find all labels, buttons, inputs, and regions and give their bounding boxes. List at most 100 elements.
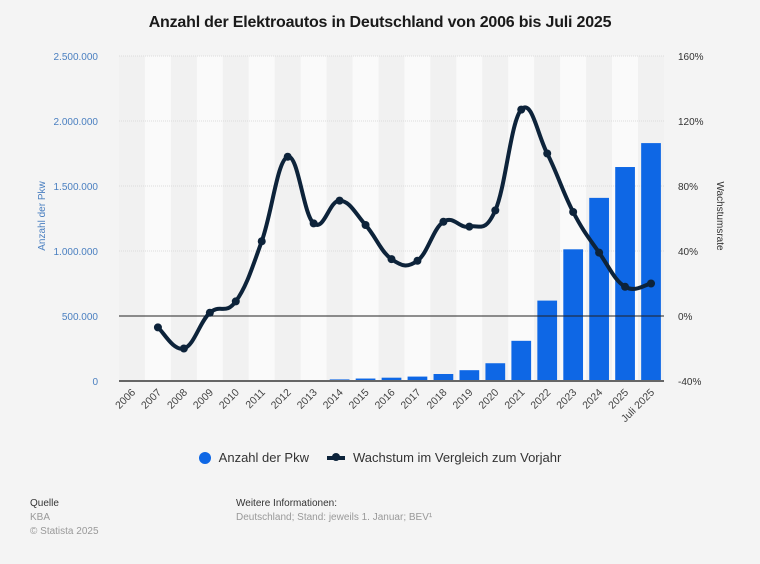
x-tick-label: 2014: [321, 387, 346, 412]
legend-label: Wachstum im Vergleich zum Vorjahr: [353, 450, 562, 465]
chart-svg: 2006 2007 2008 2009 2010 2011 2012 2013 2014 2015…: [37, 52, 725, 425]
y-tick-labels: 0 500.000 1.000.000 1.500.000 2.000.000 2.500…: [54, 52, 99, 388]
y2-tick-label: 120%: [678, 117, 704, 128]
growth-point[interactable]: [283, 152, 292, 161]
legend-item-line[interactable]: Wachstum im Vergleich zum Vorjahr: [327, 450, 561, 465]
x-tick-label: 2019: [450, 387, 475, 412]
y-tick-label: 1.000.000: [54, 247, 99, 258]
y-tick-label: 500.000: [62, 312, 99, 323]
bar[interactable]: [537, 300, 558, 381]
y2-tick-labels: -40% 0% 40% 80% 120% 160%: [678, 52, 704, 388]
x-tick-label: 2023: [554, 387, 579, 412]
x-tick-label: 2010: [217, 387, 242, 412]
growth-point[interactable]: [387, 255, 396, 264]
growth-point[interactable]: [335, 196, 344, 205]
column-band: [508, 56, 535, 381]
x-tick-labels: 2006 2007 2008 2009 2010 2011 2012 2013 2014 2015…: [113, 387, 657, 425]
x-tick-label: 2022: [528, 387, 553, 412]
bar[interactable]: [355, 378, 376, 381]
growth-point[interactable]: [491, 206, 500, 215]
bar-series: [122, 143, 661, 381]
column-band: [378, 56, 405, 381]
y-tick-label: 2.500.000: [54, 52, 99, 63]
x-tick-label: 2015: [347, 387, 372, 412]
column-band: [119, 56, 145, 381]
legend-label: Anzahl der Pkw: [218, 450, 309, 465]
growth-point[interactable]: [413, 256, 422, 265]
growth-point[interactable]: [179, 344, 188, 353]
bar[interactable]: [381, 377, 402, 381]
chart-title: Anzahl der Elektroautos in Deutschland v…: [148, 14, 612, 31]
growth-point[interactable]: [517, 105, 526, 114]
x-tick-label: 2021: [502, 387, 527, 412]
column-band: [196, 56, 223, 381]
growth-point[interactable]: [205, 308, 214, 317]
bar[interactable]: [459, 370, 480, 381]
copyright[interactable]: © Statista 2025: [30, 526, 99, 537]
y-axis-label: Anzahl der Pkw: [37, 180, 48, 250]
bar[interactable]: [615, 167, 635, 381]
x-tick-label: 2020: [476, 387, 501, 412]
column-band: [170, 56, 197, 381]
bar[interactable]: [485, 363, 506, 381]
column-band: [456, 56, 483, 381]
y2-tick-label: 40%: [678, 247, 698, 258]
column-band: [326, 56, 353, 381]
growth-point[interactable]: [361, 221, 370, 229]
x-tick-label: 2011: [243, 387, 268, 412]
x-tick-label: 2012: [269, 387, 294, 412]
growth-point[interactable]: [231, 297, 240, 306]
legend-item-bars[interactable]: Anzahl der Pkw: [198, 450, 309, 465]
info-text: Deutschland; Stand: jeweils 1. Januar; B…: [236, 512, 433, 523]
bar[interactable]: [433, 373, 454, 381]
bar[interactable]: [641, 143, 661, 381]
x-tick-label: 2017: [399, 387, 424, 412]
x-tick-label: 2006: [113, 387, 138, 412]
column-band: [144, 56, 171, 381]
y2-tick-label: 80%: [678, 182, 698, 193]
y-tick-label: 1.500.000: [54, 182, 99, 193]
legend-bar-marker-icon: [198, 451, 211, 464]
legend: Anzahl der Pkw Wachstum im Vergleich zum…: [0, 450, 760, 465]
y2-tick-label: 160%: [678, 52, 704, 63]
growth-point[interactable]: [595, 248, 604, 257]
x-tick-label: 2024: [580, 387, 605, 412]
bar[interactable]: [511, 340, 532, 381]
growth-point[interactable]: [439, 217, 448, 226]
y2-axis-label: Wachstumsrate: [714, 181, 725, 251]
growth-point[interactable]: [257, 237, 266, 246]
growth-point[interactable]: [621, 282, 630, 291]
bar[interactable]: [563, 249, 584, 381]
line-series: [153, 105, 656, 353]
y-tick-label: 0: [92, 377, 98, 388]
bar[interactable]: [407, 376, 428, 381]
x-tick-label: 2009: [191, 387, 216, 412]
growth-line: [155, 105, 654, 351]
growth-point[interactable]: [465, 222, 474, 231]
y2-tick-label: -40%: [678, 377, 701, 388]
source-heading: Quelle: [30, 498, 59, 509]
growth-point[interactable]: [309, 219, 318, 228]
column-band: [248, 56, 275, 381]
column-band: [222, 56, 249, 381]
x-tick-label: 2008: [165, 387, 190, 412]
source-block: Quelle KBA © Statista 2025: [30, 497, 99, 539]
source-text: KBA: [30, 512, 51, 523]
x-tick-label: 2013: [295, 387, 320, 412]
info-block: Weitere Informationen: Deutschland; Stan…: [236, 497, 432, 525]
growth-point[interactable]: [647, 279, 656, 288]
column-band: [352, 56, 379, 381]
bar[interactable]: [589, 197, 609, 381]
growth-point[interactable]: [569, 208, 578, 216]
column-band: [274, 56, 301, 381]
x-tick-label: 2018: [425, 387, 450, 412]
column-band: [404, 56, 431, 381]
y2-tick-label: 0%: [678, 312, 693, 323]
info-heading: Weitere Informationen:: [236, 498, 337, 509]
legend-line-marker-icon: [327, 452, 345, 461]
growth-point[interactable]: [543, 149, 552, 158]
column-band: [482, 56, 509, 381]
growth-point[interactable]: [153, 323, 162, 332]
y-tick-label: 2.000.000: [54, 117, 99, 128]
x-tick-label: 2007: [139, 387, 164, 412]
